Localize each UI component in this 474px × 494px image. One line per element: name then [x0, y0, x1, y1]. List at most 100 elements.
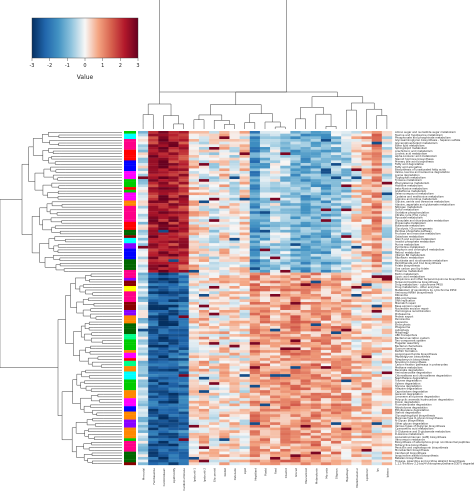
- heatmap-cell: [168, 181, 179, 185]
- heatmap-cell: [300, 382, 311, 385]
- heatmap-cell: [331, 221, 342, 225]
- heatmap-cell: [239, 253, 250, 257]
- dendrogram-branch: [79, 349, 89, 362]
- heatmap-cell: [209, 451, 220, 455]
- heatmap-cell: [341, 392, 352, 396]
- heatmap-cell: [209, 320, 220, 324]
- heatmap-cell: [168, 424, 179, 428]
- heatmap-cell: [249, 416, 261, 420]
- heatmap-cell: [270, 360, 281, 364]
- heatmap-cell: [188, 248, 200, 252]
- heatmap-cell: [188, 456, 200, 460]
- heatmap-cell: [371, 307, 382, 311]
- heatmap-cell: [341, 456, 352, 460]
- row-label: Glycosphingolipid biosynthesis: [395, 413, 436, 417]
- heatmap-cell: [249, 304, 261, 308]
- heatmap-cell: [178, 232, 189, 236]
- heatmap-cell: [178, 350, 189, 353]
- dendrogram-branch: [86, 419, 96, 426]
- row-label: Benzoate degradation: [395, 368, 424, 372]
- heatmap-cell: [300, 446, 311, 450]
- heatmap-cell: [331, 459, 342, 463]
- heatmap-cell: [188, 187, 200, 190]
- column-dendrogram: [142, 0, 388, 129]
- heatmap-cell: [158, 203, 169, 206]
- row-label: Monobactam biosynthesis: [395, 448, 429, 452]
- heatmap-cell: [148, 144, 159, 148]
- heatmap-cell: [290, 200, 301, 204]
- heatmap-cell: [361, 336, 372, 340]
- heatmap-cell: [259, 350, 271, 353]
- heatmap-cell: [310, 406, 322, 410]
- dendrogram-branch: [39, 207, 47, 226]
- heatmap-cell: [188, 432, 200, 436]
- heatmap-cell: [249, 195, 261, 198]
- heatmap-cell: [188, 152, 200, 156]
- heatmap-cell: [300, 374, 311, 377]
- heatmap-cell: [331, 224, 342, 228]
- heatmap-cell: [209, 189, 220, 193]
- heatmap-cell: [320, 443, 332, 447]
- dendrogram-branch: [73, 331, 82, 356]
- heatmap-cell: [331, 235, 342, 239]
- heatmap-cell: [310, 139, 322, 142]
- heatmap-cell: [351, 411, 362, 415]
- heatmap-cell: [351, 331, 362, 335]
- heatmap-cell: [239, 304, 250, 308]
- row-group-color: [124, 283, 136, 287]
- heatmap-cell: [229, 149, 240, 153]
- heatmap-cell: [168, 427, 179, 431]
- heatmap-cell: [270, 438, 281, 442]
- heatmap-cell: [229, 414, 240, 418]
- heatmap-cell: [300, 424, 311, 428]
- heatmap-cell: [148, 435, 159, 439]
- heatmap-cell: [361, 160, 372, 164]
- dendrogram-branch: [50, 217, 62, 223]
- row-label: Glyoxylate and dicarboxylate metabolism: [395, 218, 449, 222]
- heatmap-cell: [341, 374, 352, 377]
- heatmap-cell: [188, 323, 200, 327]
- heatmap-cell: [209, 227, 220, 231]
- heatmap-cell: [320, 285, 332, 289]
- heatmap-cell: [188, 363, 200, 367]
- heatmap-cell: [188, 275, 200, 279]
- heatmap-cell: [381, 256, 393, 260]
- heatmap-cell: [270, 432, 281, 436]
- heatmap-cell: [229, 291, 240, 295]
- heatmap-cell: [198, 440, 210, 444]
- dendrogram-branch: [193, 119, 205, 127]
- heatmap-cell: [361, 200, 372, 204]
- heatmap-cell: [361, 187, 372, 190]
- heatmap-cell: [351, 227, 362, 231]
- heatmap-cell: [249, 374, 261, 377]
- heatmap-cell: [188, 422, 200, 426]
- heatmap-cell: [219, 187, 230, 190]
- heatmap-cell: [290, 459, 301, 463]
- heatmap-cell: [351, 403, 362, 407]
- heatmap-cell: [381, 203, 393, 206]
- heatmap-cell: [270, 171, 281, 174]
- heatmap-cell: [239, 133, 250, 137]
- heatmap-cell: [219, 430, 230, 434]
- heatmap-cell: [341, 189, 352, 193]
- heatmap-cell: [239, 312, 250, 316]
- heatmap-cell: [198, 264, 210, 268]
- heatmap-cell: [300, 133, 311, 137]
- heatmap-cell: [178, 408, 189, 412]
- column-label: Centrolobaum: [162, 468, 166, 487]
- heatmap-cell: [331, 315, 342, 319]
- heatmap-cell: [341, 358, 352, 361]
- heatmap-cell: [259, 171, 271, 174]
- legend-gradient-bar: [31, 17, 139, 59]
- heatmap-cell: [188, 379, 200, 383]
- heatmap-cell: [188, 350, 200, 353]
- heatmap-cell: [270, 296, 281, 300]
- heatmap-cell: [219, 363, 230, 367]
- heatmap-cell: [300, 416, 311, 420]
- heatmap-cell: [209, 342, 220, 345]
- heatmap-cell: [280, 384, 291, 388]
- heatmap-cell: [198, 248, 210, 252]
- heatmap-cell: [178, 358, 189, 361]
- heatmap-cell: [188, 147, 200, 150]
- row-label: beta-Alanine metabolism: [395, 186, 428, 190]
